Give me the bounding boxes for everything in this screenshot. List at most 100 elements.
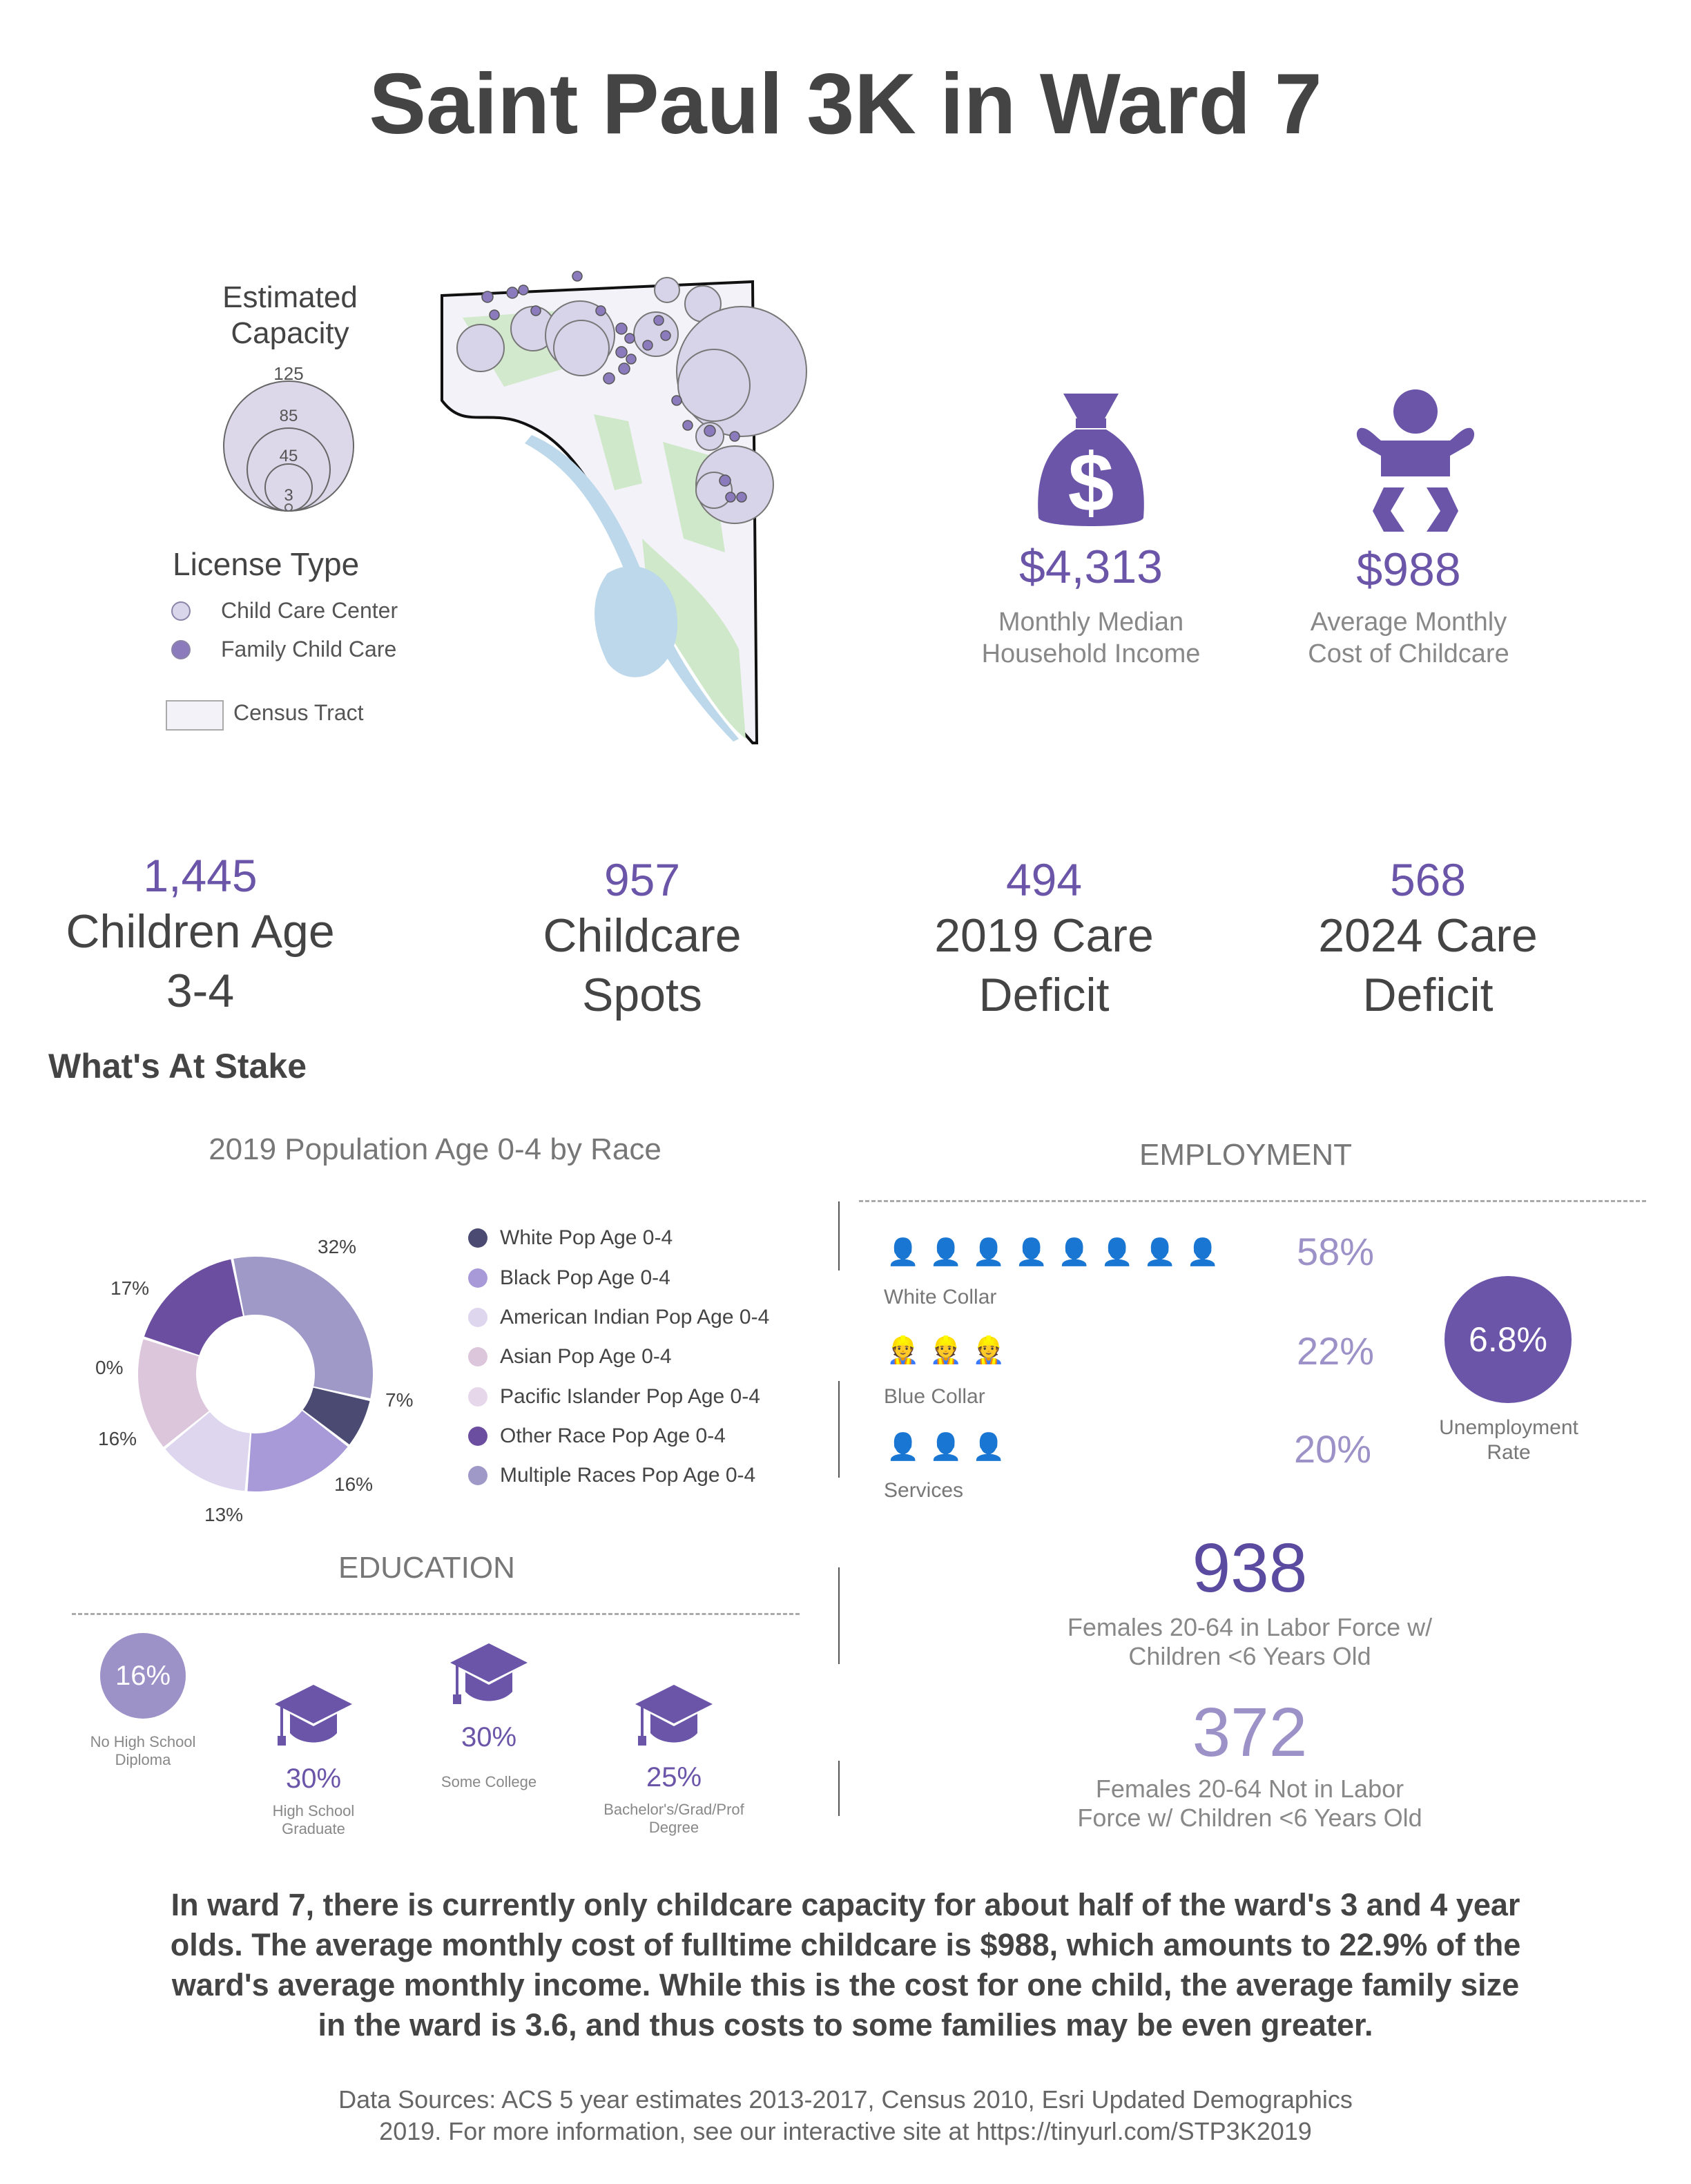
legend-black: Black Pop Age 0-4 — [468, 1266, 670, 1290]
white-collar-pct: 58% — [1297, 1230, 1375, 1273]
unemployment-label: Unemployment Rate — [1422, 1415, 1595, 1465]
white-collar-label: White Collar — [884, 1286, 997, 1308]
legend-label: Pacific Islander Pop Age 0-4 — [500, 1385, 760, 1408]
census-tract-label: Census Tract — [233, 700, 364, 725]
legend-swatch — [468, 1427, 487, 1446]
bachelors-label-line2: Degree — [648, 1819, 699, 1836]
hs-label: High School Graduate — [231, 1802, 396, 1838]
blue-collar-pct: 22% — [1297, 1329, 1375, 1373]
license-item-label: Family Child Care — [221, 637, 397, 661]
college-label: Some College — [441, 1773, 537, 1790]
summary-line3: ward's average monthly income. While thi… — [171, 1967, 1520, 2002]
legend-american-indian: American Indian Pop Age 0-4 — [468, 1306, 769, 1329]
license-type-title: License Type — [173, 546, 360, 582]
stat-number: 957 — [603, 854, 681, 905]
pct-label-white: 7% — [385, 1389, 414, 1411]
females-not-in-labor-label: Females 20-64 Not in Labor Force w/ Chil… — [994, 1775, 1505, 1833]
donut-slice-0 — [302, 1387, 370, 1444]
legend-label: Multiple Races Pop Age 0-4 — [500, 1464, 756, 1487]
income-label: Monthly Median Household Income — [918, 606, 1264, 670]
pct-label-black: 16% — [334, 1473, 374, 1495]
river-icon — [525, 435, 739, 742]
legend-swatch — [468, 1268, 487, 1288]
no-hs-badge: 16% — [100, 1633, 186, 1719]
income-value: $4,313 — [1019, 541, 1163, 593]
lake-icon — [595, 566, 678, 677]
bachelors-label: Bachelor's/Grad/Prof Degree — [577, 1801, 771, 1837]
stat-2024-deficit: 568 2024 Care Deficit — [1255, 853, 1601, 1025]
stat-label-line2: Spots — [582, 969, 702, 1021]
service-worker-icon: 👤 — [972, 1433, 1005, 1462]
legend-white: White Pop Age 0-4 — [468, 1226, 673, 1250]
blue-collar-worker-icon: 👷 — [972, 1336, 1005, 1365]
white-collar-worker-icon: 👤 — [1143, 1238, 1177, 1267]
stat-label-line2: Deficit — [1362, 969, 1494, 1021]
white-collar-worker-icon: 👤 — [1058, 1238, 1091, 1267]
education-divider — [72, 1613, 800, 1615]
white-collar-worker-icon: 👤 — [929, 1238, 963, 1267]
sources-line2: 2019. For more information, see our inte… — [379, 2117, 1312, 2145]
capacity-legend-title: Estimated Capacity — [159, 280, 421, 351]
pct-label-multiple: 32% — [318, 1236, 357, 1257]
capacity-value-45: 45 — [280, 447, 298, 465]
females-not-in-labor-line2: Force w/ Children <6 Years Old — [1077, 1804, 1422, 1832]
graduation-cap-icon — [635, 1685, 713, 1746]
income-label-line2: Household Income — [981, 639, 1201, 668]
stat-label-line2: 3-4 — [166, 965, 235, 1017]
white-collar-worker-icon: 👤 — [887, 1238, 920, 1267]
females-in-labor-line2: Children <6 Years Old — [1128, 1642, 1371, 1670]
graduation-cap-icon — [450, 1643, 528, 1704]
capacity-legend-circles: 125 85 45 3 — [223, 363, 354, 512]
legend-swatch — [468, 1387, 487, 1407]
race-chart-title: 2019 Population Age 0-4 by Race — [209, 1132, 661, 1166]
summary-line1: In ward 7, there is currently only child… — [171, 1887, 1520, 1922]
center-circles — [456, 277, 807, 524]
divider-line — [838, 1201, 840, 1270]
ward-map — [441, 271, 807, 744]
summary-text: In ward 7, there is currently only child… — [138, 1885, 1553, 2045]
page-title: Saint Paul 3K in Ward 7 — [369, 57, 1322, 152]
stat-label-line1: Childcare — [543, 909, 742, 962]
divider-line — [838, 1567, 840, 1664]
females-in-labor-label: Females 20-64 in Labor Force w/ Children… — [994, 1613, 1505, 1671]
stat-number: 1,445 — [143, 850, 258, 901]
sources-line1: Data Sources: ACS 5 year estimates 2013-… — [338, 2085, 1353, 2114]
donut-slice-3 — [138, 1339, 209, 1447]
legend-swatch — [468, 1466, 487, 1485]
legend-label: American Indian Pop Age 0-4 — [500, 1306, 770, 1328]
money-bag-icon: $ — [1038, 394, 1144, 529]
whats-at-stake-heading: What's At Stake — [48, 1047, 307, 1085]
females-not-in-labor-value: 372 — [1192, 1694, 1308, 1771]
no-hs-label: No High School Diploma — [69, 1733, 217, 1769]
white-collar-icons: 👤 👤 👤 👤 👤 👤 👤 👤 — [887, 1237, 1229, 1267]
svg-text:$: $ — [1068, 436, 1114, 529]
hs-pct: 30% — [285, 1763, 342, 1794]
stat-label-line1: Children Age — [66, 905, 335, 958]
childcare-cost-label-line1: Average Monthly — [1310, 608, 1507, 637]
divider-line — [838, 1381, 840, 1478]
capacity-legend-title-line1: Estimated — [222, 280, 358, 314]
childcare-cost-value: $988 — [1356, 543, 1461, 596]
stat-spots: 957 Childcare Spots — [470, 853, 815, 1025]
capacity-legend-title-line2: Capacity — [231, 316, 349, 350]
blue-collar-icons: 👷 👷 👷 — [887, 1335, 1015, 1365]
summary-line4: in the ward is 3.6, and thus costs to so… — [318, 2007, 1373, 2042]
females-in-labor-line1: Females 20-64 in Labor Force w/ — [1067, 1613, 1433, 1641]
donut-slice-6 — [233, 1257, 373, 1399]
blue-collar-worker-icon: 👷 — [887, 1336, 920, 1365]
services-icons: 👤 👤 👤 — [887, 1432, 1015, 1462]
census-tract-swatch — [166, 700, 224, 731]
stat-label-line1: 2024 Care — [1318, 909, 1538, 962]
pct-label-asian: 16% — [98, 1428, 137, 1449]
stat-number: 494 — [1005, 854, 1083, 905]
unemployment-label-line2: Rate — [1487, 1441, 1531, 1464]
baby-icon — [1356, 389, 1475, 532]
education-title: EDUCATION — [338, 1551, 515, 1585]
bachelors-label-line1: Bachelor's/Grad/Prof — [603, 1801, 744, 1818]
legend-multiple: Multiple Races Pop Age 0-4 — [468, 1464, 755, 1487]
bachelors-pct: 25% — [646, 1762, 702, 1792]
white-collar-worker-icon: 👤 — [1015, 1238, 1048, 1267]
donut-slice-2 — [165, 1412, 251, 1491]
hs-label-line2: Graduate — [282, 1820, 345, 1837]
center-dot-icon — [171, 601, 191, 621]
